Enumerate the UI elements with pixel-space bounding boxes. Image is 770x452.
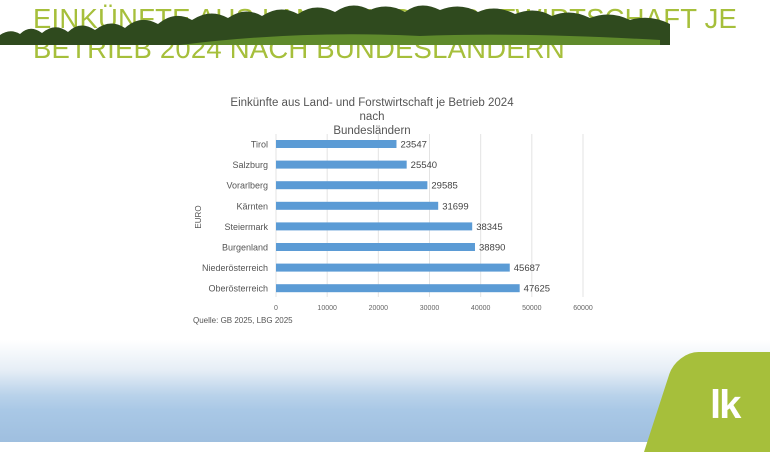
bar-burgenland — [276, 243, 475, 251]
data-label: 47625 — [524, 284, 550, 295]
bar-chart: 0 10000 20000 30000 40000 50000 60000 Tirol 2354… — [194, 134, 593, 312]
x-tick-label: 10000 — [317, 305, 337, 312]
x-tick-label: 20000 — [369, 305, 389, 312]
category-label: Vorarlberg — [226, 181, 268, 191]
chart-title-line-1: Einkünfte aus Land- und Forstwirtschaft … — [230, 97, 514, 123]
data-label: 38345 — [476, 222, 502, 233]
chart-source: Quelle: GB 2025, LBG 2025 — [193, 316, 293, 325]
category-label: Tirol — [251, 140, 268, 150]
y-axis-label: EURO — [194, 205, 203, 228]
x-tick-label: 60000 — [573, 305, 593, 312]
x-tick-label: 50000 — [522, 305, 542, 312]
category-label: Steiermark — [224, 222, 268, 232]
data-label: 31699 — [442, 201, 468, 212]
bar-salzburg — [276, 160, 407, 169]
category-label: Kärnten — [236, 201, 268, 211]
chart-title: Einkünfte aus Land- und Forstwirtschaft … — [222, 96, 522, 138]
x-tick-label: 30000 — [420, 305, 440, 312]
data-label: 23547 — [400, 140, 426, 151]
category-label: Burgenland — [222, 243, 268, 253]
x-tick-label: 40000 — [471, 305, 491, 312]
bar-tirol — [276, 140, 397, 148]
bar-kärnten — [276, 201, 439, 210]
chart-title-line-2: Bundesländern — [333, 125, 411, 137]
category-label: Salzburg — [232, 160, 268, 170]
category-label: Niederösterreich — [202, 263, 268, 273]
lk-logo: lk — [710, 383, 741, 427]
tree-line-image — [0, 5, 670, 45]
data-label: 38890 — [479, 243, 505, 254]
data-label: 25540 — [411, 160, 437, 171]
bar-steiermark — [276, 222, 473, 231]
data-label: 45687 — [514, 263, 540, 274]
bar-niederösterreich — [276, 263, 510, 272]
bar-vorarlberg — [276, 181, 428, 190]
data-label: 29585 — [431, 181, 457, 192]
category-label: Oberösterreich — [208, 284, 268, 294]
x-tick-label: 0 — [274, 305, 278, 312]
bar-oberösterreich — [276, 284, 520, 293]
